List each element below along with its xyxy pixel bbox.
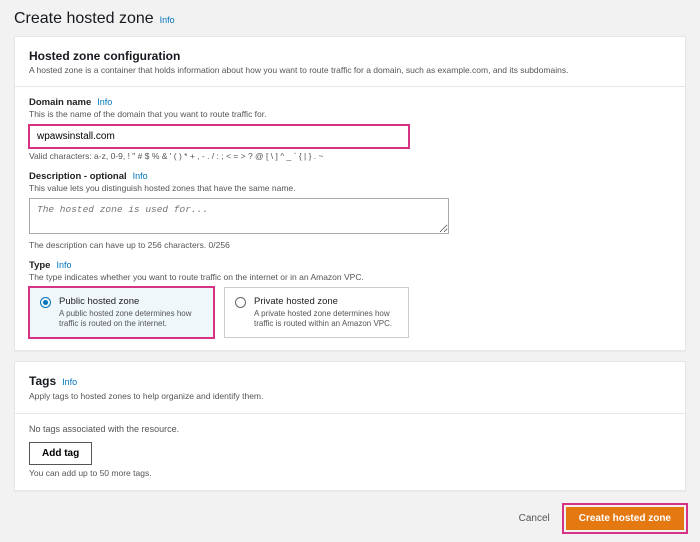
type-option-private[interactable]: Private hosted zone A private hosted zon… (224, 287, 409, 339)
config-panel: Hosted zone configuration A hosted zone … (14, 36, 686, 351)
type-option-public[interactable]: Public hosted zone A public hosted zone … (29, 287, 214, 339)
tags-panel: Tags Info Apply tags to hosted zones to … (14, 361, 686, 490)
divider (15, 413, 685, 414)
description-counter: The description can have up to 256 chara… (29, 240, 671, 250)
domain-field: Domain name Info This is the name of the… (29, 97, 671, 160)
domain-input[interactable] (29, 125, 409, 148)
radio-icon (40, 297, 51, 308)
page-title: Create hosted zone (14, 10, 154, 28)
description-textarea[interactable] (29, 198, 449, 234)
config-title: Hosted zone configuration (29, 49, 671, 63)
info-link[interactable]: Info (133, 171, 148, 181)
description-label: Description - optional (29, 171, 127, 182)
page-header: Create hosted zone Info (0, 0, 700, 36)
tags-empty: No tags associated with the resource. (29, 424, 671, 434)
info-link[interactable]: Info (160, 15, 175, 25)
type-public-title: Public hosted zone (59, 296, 203, 307)
radio-icon (235, 297, 246, 308)
info-link[interactable]: Info (62, 377, 77, 387)
info-link[interactable]: Info (56, 260, 71, 270)
type-private-title: Private hosted zone (254, 296, 398, 307)
add-tag-button[interactable]: Add tag (29, 442, 92, 465)
tags-title: Tags (29, 374, 56, 388)
divider (15, 86, 685, 87)
description-hint: This value lets you distinguish hosted z… (29, 183, 671, 194)
create-hosted-zone-button[interactable]: Create hosted zone (566, 507, 684, 530)
tags-desc: Apply tags to hosted zones to help organ… (29, 391, 671, 402)
type-field: Type Info The type indicates whether you… (29, 260, 671, 339)
footer-actions: Cancel Create hosted zone (0, 501, 700, 542)
tags-limit: You can add up to 50 more tags. (29, 468, 671, 478)
domain-label: Domain name (29, 97, 91, 108)
domain-valid-chars: Valid characters: a-z, 0-9, ! " # $ % & … (29, 151, 671, 161)
cancel-button[interactable]: Cancel (519, 513, 550, 524)
type-label: Type (29, 260, 50, 271)
type-private-desc: A private hosted zone determines how tra… (254, 309, 398, 330)
domain-hint: This is the name of the domain that you … (29, 109, 671, 120)
description-field: Description - optional Info This value l… (29, 171, 671, 250)
type-hint: The type indicates whether you want to r… (29, 272, 671, 283)
info-link[interactable]: Info (97, 97, 112, 107)
type-public-desc: A public hosted zone determines how traf… (59, 309, 203, 330)
config-desc: A hosted zone is a container that holds … (29, 65, 671, 76)
